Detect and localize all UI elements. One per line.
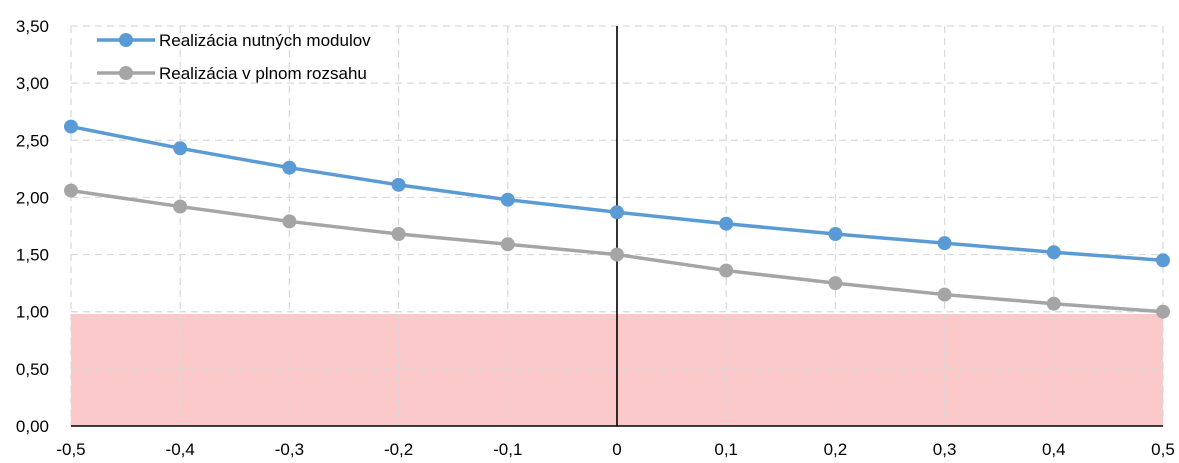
data-point [391,227,406,241]
y-tick-label: 3,00 [16,74,49,93]
tick-label-layer: 0,000,501,001,502,002,503,003,50-0,5 -0,4… [16,17,1175,459]
data-point [828,276,843,291]
series-layer [64,119,1170,319]
data-point [500,192,515,207]
y-tick-label: 3,50 [16,17,49,36]
data-point [173,141,188,156]
data-point [610,205,624,220]
x-tick-label: -0,4 [166,440,195,459]
data-point [173,199,188,214]
legend-marker-2 [119,66,133,80]
y-tick-label: 0,50 [16,360,49,379]
x-tick-label: -0,1 [493,440,522,459]
x-tick-label: 0,1 [714,440,738,459]
data-point [500,237,515,252]
x-tick-label: 0,4 [1042,440,1066,459]
data-point [282,214,297,229]
x-tick-label: -0,3 [275,440,304,459]
axis-layer [71,26,1163,427]
y-tick-label: 2,50 [16,131,49,150]
x-tick-label: -0,5 [56,440,85,459]
legend-label-2: Realizácia v plnom rozsahu [159,64,367,83]
y-tick-label: 1,50 [16,246,49,265]
data-point [828,227,843,241]
x-tick-label: 0,3 [933,440,957,459]
data-point [1156,253,1170,268]
data-point [937,287,952,302]
y-tick-label: 0,00 [16,417,49,436]
data-point [64,183,78,198]
x-tick-label: -0,2 [384,440,413,459]
data-point [391,177,406,192]
legend-label-1: Realizácia nutných modulov [159,31,371,50]
x-tick-label: 0,5 [1151,440,1175,459]
y-tick-label: 2,00 [16,188,49,207]
data-point [610,247,624,262]
x-tick-label: 0,2 [824,440,848,459]
data-point [937,236,952,251]
data-point [282,160,297,175]
data-point [1046,296,1061,311]
legend-marker-1 [119,33,133,47]
x-tick-label: 0 [612,440,621,459]
y-tick-label: 1,00 [16,303,49,322]
data-point [1046,245,1061,260]
data-point [64,119,78,134]
data-point [1156,304,1170,319]
data-point [719,216,734,231]
data-point [719,263,734,278]
legend: Realizácia nutných modulov Realizácia v p… [97,31,371,83]
